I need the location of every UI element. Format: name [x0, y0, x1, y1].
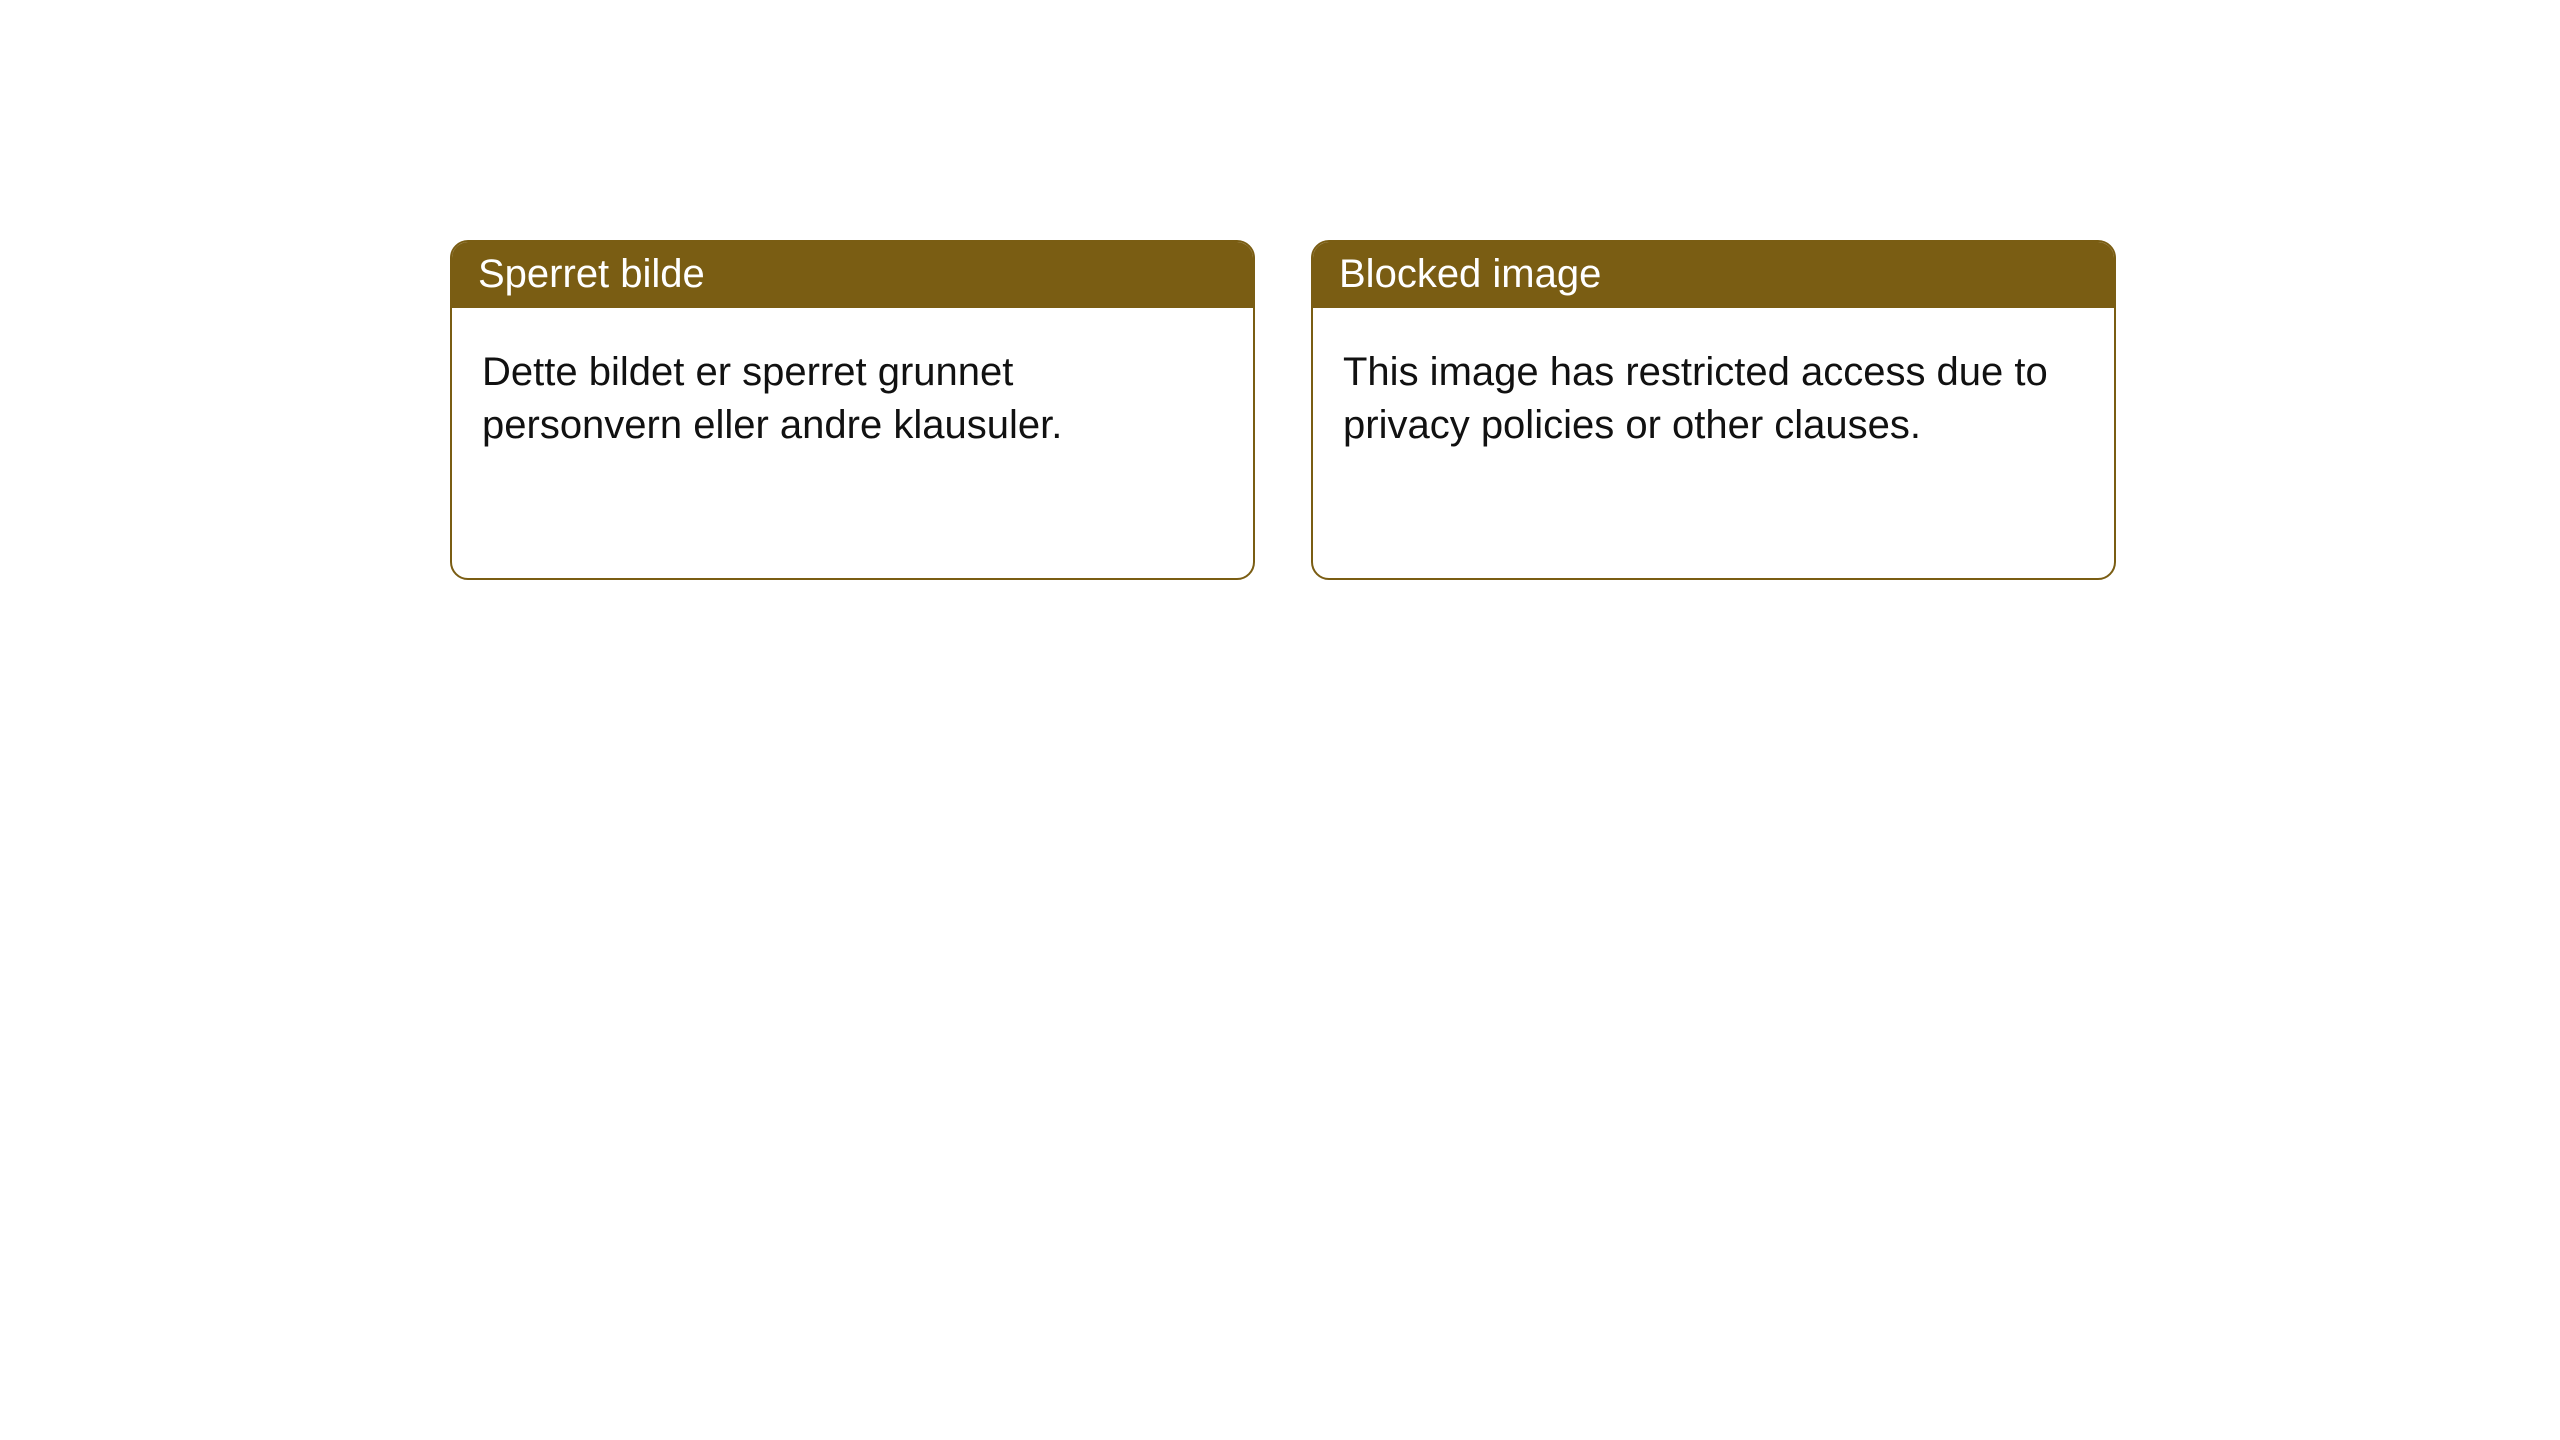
blocked-image-card-en: Blocked image This image has restricted … [1311, 240, 2116, 580]
blocked-image-card-no: Sperret bilde Dette bildet er sperret gr… [450, 240, 1255, 580]
card-title-no: Sperret bilde [452, 242, 1253, 308]
card-title-en: Blocked image [1313, 242, 2114, 308]
notice-container: Sperret bilde Dette bildet er sperret gr… [0, 0, 2560, 580]
card-body-en: This image has restricted access due to … [1313, 308, 2114, 490]
card-body-no: Dette bildet er sperret grunnet personve… [452, 308, 1253, 490]
